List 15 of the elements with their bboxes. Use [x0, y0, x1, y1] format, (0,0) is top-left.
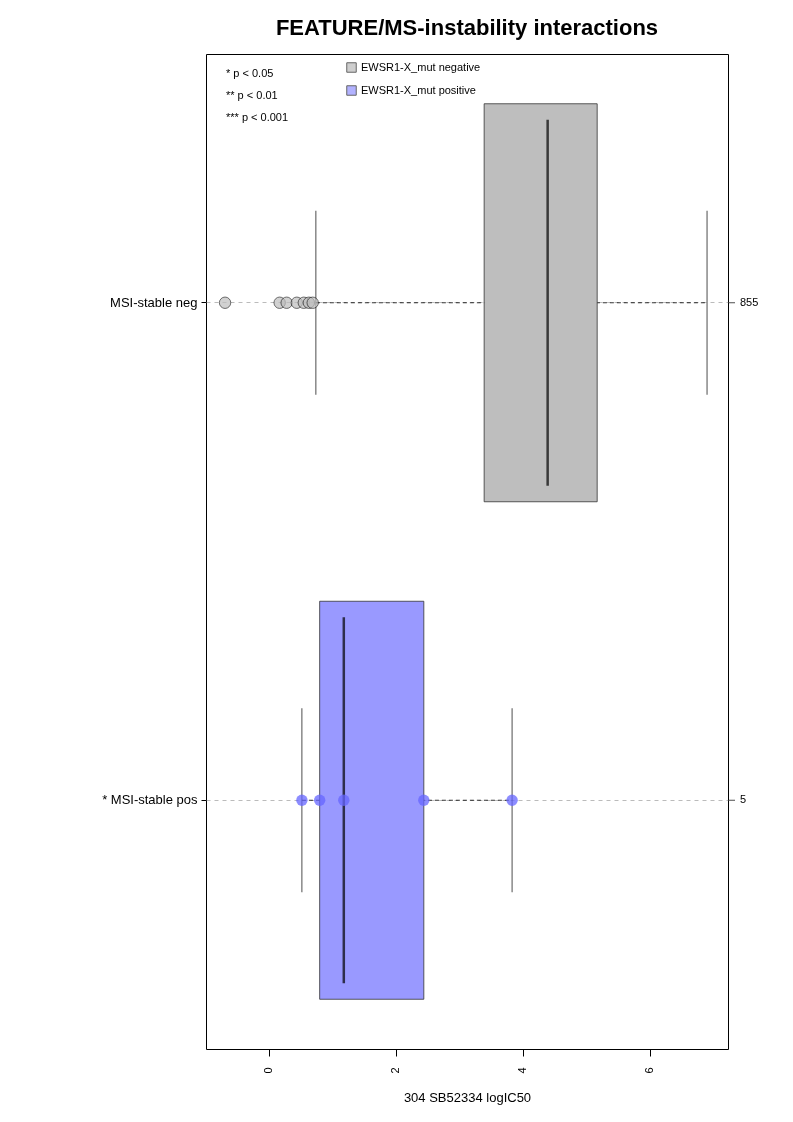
- annotation: *** p < 0.001: [226, 111, 289, 123]
- annotation: * p < 0.05: [226, 67, 274, 79]
- x-tick-label: 0: [262, 1067, 275, 1074]
- y2-tick-label: 5: [740, 793, 747, 806]
- legend-label: EWSR1-X_mut positive: [361, 83, 476, 96]
- y-tick-label: MSI-stable neg: [110, 294, 198, 310]
- x-tick-label: 4: [516, 1067, 529, 1074]
- x-axis-title: 304 SB52334 logIC50: [403, 1089, 532, 1105]
- x-tick-label: 2: [389, 1067, 402, 1074]
- y-tick-label: * MSI-stable pos: [102, 792, 198, 808]
- annotation: ** p < 0.01: [226, 89, 278, 101]
- x-tick-label: 6: [643, 1067, 656, 1074]
- y2-tick-label: 855: [740, 295, 759, 308]
- legend-label: EWSR1-X_mut negative: [361, 60, 481, 73]
- chart-title: FEATURE/MS-instability interactions: [275, 15, 659, 40]
